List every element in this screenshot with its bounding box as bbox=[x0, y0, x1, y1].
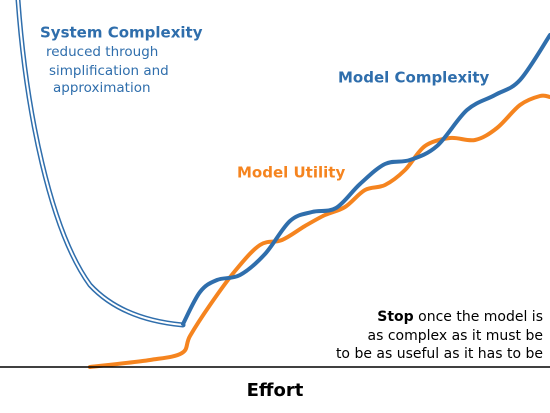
system-complexity-curve-inner bbox=[17, 0, 184, 326]
stop-bold: Stop bbox=[377, 309, 413, 325]
model-utility-curve bbox=[88, 93, 550, 369]
axis-label: Effort bbox=[247, 380, 304, 401]
system-complexity-title: System Complexity bbox=[40, 24, 203, 42]
stop-note: Stop once the model is bbox=[377, 309, 543, 325]
system-complexity-note: simplification and bbox=[49, 63, 169, 79]
model-complexity-curve bbox=[181, 33, 550, 326]
model-utility-label: Model Utility bbox=[237, 164, 345, 182]
stop-line: as complex as it must be bbox=[368, 328, 544, 344]
system-complexity-note: approximation bbox=[53, 80, 151, 96]
stop-line: to be as useful as it has to be bbox=[336, 346, 543, 362]
stop-line: once the model is bbox=[414, 309, 543, 325]
system-complexity-note: reduced through bbox=[46, 44, 158, 60]
model-complexity-label: Model Complexity bbox=[338, 69, 489, 87]
